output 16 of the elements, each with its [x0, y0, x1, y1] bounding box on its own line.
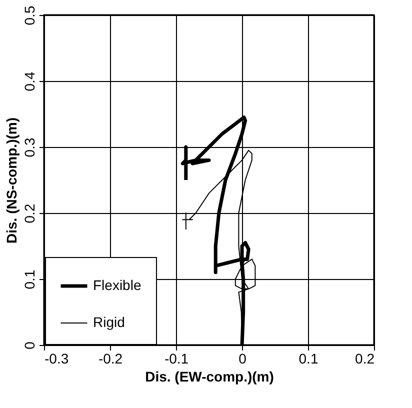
x-axis-title: Dis. (EW-comp.)(m)	[145, 368, 274, 384]
x-tick-label: 0.2	[355, 350, 375, 366]
y-tick-label: 0.3	[22, 138, 38, 158]
y-tick-label: 0.1	[22, 270, 38, 290]
y-tick-label: 0.2	[22, 204, 38, 224]
y-axis-title: Dis. (NS-comp.)(m)	[4, 118, 20, 244]
y-tick-label: 0.4	[22, 72, 38, 92]
x-tick-label: 0	[238, 350, 247, 366]
y-tick-label: 0	[22, 341, 38, 350]
legend-label: Flexible	[93, 277, 142, 293]
x-tick-label: -0.1	[164, 350, 189, 366]
y-tick-label: 0.5	[22, 6, 38, 26]
legend-label: Rigid	[93, 314, 125, 330]
x-tick-label: -0.2	[98, 350, 123, 366]
x-tick-label: -0.3	[44, 350, 69, 366]
x-tick-label: 0.1	[298, 350, 318, 366]
